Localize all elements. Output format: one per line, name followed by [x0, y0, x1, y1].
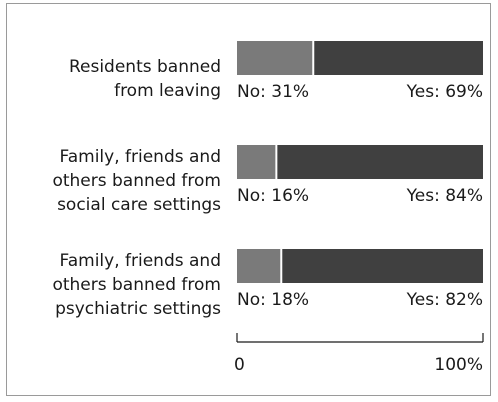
- data-label-yes: Yes: 84%: [406, 186, 483, 206]
- category-label: social care settings: [57, 195, 221, 215]
- bar-yes: [276, 145, 483, 179]
- tick-label: 0: [234, 355, 245, 375]
- category-label: psychiatric settings: [55, 299, 221, 319]
- bar-no: [237, 145, 277, 179]
- category-label: Residents banned: [69, 57, 221, 77]
- category-label: Family, friends and: [60, 147, 221, 167]
- category-label: others banned from: [52, 275, 221, 295]
- data-label-yes: Yes: 82%: [406, 290, 483, 310]
- category-label: Family, friends and: [60, 251, 221, 271]
- bar-no: [237, 41, 314, 75]
- bar-yes: [313, 41, 483, 75]
- tick-label: 100%: [434, 355, 483, 375]
- category-label: others banned from: [52, 171, 221, 191]
- data-label-no: No: 16%: [237, 186, 309, 206]
- data-label-no: No: 31%: [237, 82, 309, 102]
- data-label-yes: Yes: 69%: [406, 82, 483, 102]
- data-label-no: No: 18%: [237, 290, 309, 310]
- category-label: from leaving: [114, 81, 221, 101]
- bar-no: [237, 249, 282, 283]
- bar-yes: [281, 249, 483, 283]
